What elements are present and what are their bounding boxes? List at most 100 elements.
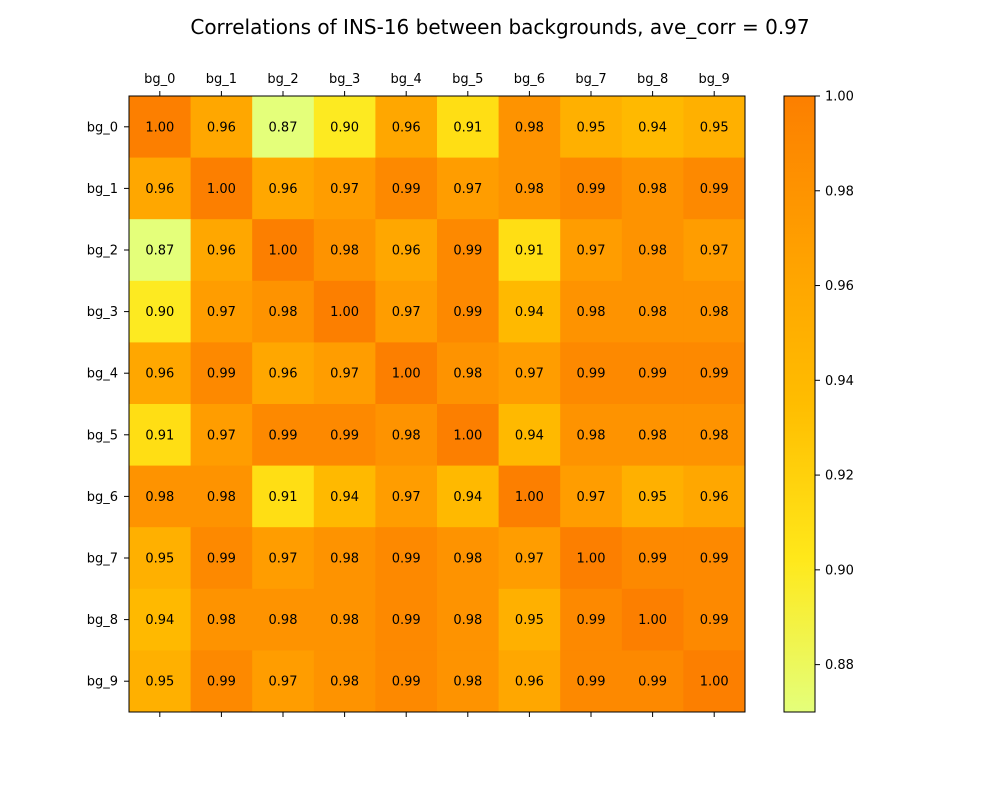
x-tick-label: bg_6 xyxy=(514,72,545,87)
heatmap-cell-8-0 xyxy=(129,588,192,651)
heatmap-cell-6-6 xyxy=(498,465,561,528)
cell-value-label: 0.90 xyxy=(330,120,359,135)
cell-value-label: 0.87 xyxy=(145,244,174,259)
cell-value-label: 0.97 xyxy=(577,244,606,259)
cell-value-label: 0.99 xyxy=(207,367,236,382)
heatmap-cell-4-0 xyxy=(129,342,192,405)
heatmap-cell-3-8 xyxy=(621,280,684,343)
heatmap-cell-6-9 xyxy=(683,465,746,528)
heatmap-cell-7-0 xyxy=(129,527,192,590)
cell-value-label: 0.94 xyxy=(515,305,544,320)
cell-value-label: 0.98 xyxy=(515,120,544,135)
cell-value-label: 0.98 xyxy=(453,552,482,567)
cell-value-label: 0.98 xyxy=(700,305,729,320)
cell-value-label: 0.99 xyxy=(392,675,421,690)
y-tick-label: bg_1 xyxy=(87,182,118,197)
cell-value-label: 0.91 xyxy=(269,490,298,505)
heatmap-cell-8-4 xyxy=(375,588,438,651)
chart-title: Correlations of INS-16 between backgroun… xyxy=(190,15,809,39)
cell-value-label: 0.98 xyxy=(638,244,667,259)
heatmap-cell-6-8 xyxy=(621,465,684,528)
heatmap-cell-1-4 xyxy=(375,157,438,220)
cell-value-label: 0.97 xyxy=(392,490,421,505)
cell-value-label: 0.87 xyxy=(269,120,298,135)
heatmap-cell-5-7 xyxy=(560,404,623,467)
heatmap-cell-9-8 xyxy=(621,650,684,713)
heatmap-cell-0-8 xyxy=(621,96,684,159)
heatmap-cell-3-4 xyxy=(375,280,438,343)
x-tick-label: bg_3 xyxy=(329,72,360,87)
heatmap-cell-9-7 xyxy=(560,650,623,713)
heatmap-cell-2-3 xyxy=(313,219,376,282)
heatmap-cell-3-9 xyxy=(683,280,746,343)
heatmap-frame xyxy=(128,95,746,713)
heatmap-cell-0-1 xyxy=(190,96,253,159)
heatmap-cell-8-7 xyxy=(560,588,623,651)
cell-value-label: 0.98 xyxy=(330,552,359,567)
cell-value-label: 0.99 xyxy=(392,182,421,197)
heatmap-cell-6-0 xyxy=(129,465,192,528)
heatmap-cell-4-9 xyxy=(683,342,746,405)
cell-value-label: 0.98 xyxy=(453,613,482,628)
heatmap-cell-1-5 xyxy=(437,157,500,220)
cell-value-label: 0.98 xyxy=(453,675,482,690)
heatmap-cell-7-3 xyxy=(313,527,376,590)
heatmap-cell-7-9 xyxy=(683,527,746,590)
heatmap-cell-1-2 xyxy=(252,157,315,220)
heatmap-cell-4-7 xyxy=(560,342,623,405)
heatmap-cell-1-3 xyxy=(313,157,376,220)
cell-value-label: 1.00 xyxy=(515,490,544,505)
y-axis: bg_0 bg_1 bg_2 bg_3 bg_4 bg_5 bg_6 bg_7 bg_8 bg_9 xyxy=(87,120,129,690)
cell-value-label: 0.99 xyxy=(638,367,667,382)
colorbar-tick-label: 0.98 xyxy=(825,184,854,199)
colorbar-tick-label: 1.00 xyxy=(825,90,854,105)
cell-value-label: 0.98 xyxy=(638,305,667,320)
cell-value-label: 0.99 xyxy=(638,552,667,567)
heatmap-cell-2-7 xyxy=(560,219,623,282)
cell-value-label: 0.99 xyxy=(700,182,729,197)
cell-value-label: 0.95 xyxy=(145,675,174,690)
heatmap-cell-1-9 xyxy=(683,157,746,220)
cell-value-label: 0.97 xyxy=(577,490,606,505)
heatmap-cell-5-2 xyxy=(252,404,315,467)
colorbar-tick-label: 0.92 xyxy=(825,469,854,484)
cell-value-label: 0.99 xyxy=(700,552,729,567)
cell-value-label: 0.99 xyxy=(577,367,606,382)
cell-value-label: 0.98 xyxy=(330,675,359,690)
cell-value-label: 0.94 xyxy=(330,490,359,505)
heatmap-cell-6-3 xyxy=(313,465,376,528)
heatmap-cell-5-3 xyxy=(313,404,376,467)
heatmap-cell-7-1 xyxy=(190,527,253,590)
cell-value-label: 1.00 xyxy=(330,305,359,320)
y-tick-label: bg_3 xyxy=(87,305,118,320)
heatmap-cell-6-7 xyxy=(560,465,623,528)
colorbar-gradient xyxy=(784,96,815,712)
heatmap-cell-3-1 xyxy=(190,280,253,343)
cell-value-label: 0.95 xyxy=(577,120,606,135)
heatmap-cell-7-4 xyxy=(375,527,438,590)
colorbar-tick-label: 0.90 xyxy=(825,563,854,578)
heatmap-cell-1-1 xyxy=(190,157,253,220)
heatmap-cell-8-2 xyxy=(252,588,315,651)
heatmap-cell-8-8 xyxy=(621,588,684,651)
cell-value-label: 0.98 xyxy=(638,182,667,197)
cell-value-label: 0.97 xyxy=(207,428,236,443)
heatmap-cell-5-6 xyxy=(498,404,561,467)
heatmap-cell-4-4 xyxy=(375,342,438,405)
cell-value-label: 0.96 xyxy=(392,120,421,135)
heatmap-cell-3-3 xyxy=(313,280,376,343)
heatmap-cell-2-6 xyxy=(498,219,561,282)
cell-value-label: 1.00 xyxy=(392,367,421,382)
heatmap-cell-2-5 xyxy=(437,219,500,282)
heatmap-cell-1-0 xyxy=(129,157,192,220)
heatmap-cell-0-2 xyxy=(252,96,315,159)
cell-value-label: 0.96 xyxy=(145,182,174,197)
x-tick-label: bg_9 xyxy=(699,72,730,87)
heatmap-cell-8-6 xyxy=(498,588,561,651)
heatmap-cell-9-2 xyxy=(252,650,315,713)
y-tick-label: bg_0 xyxy=(87,120,118,135)
heatmap-cell-5-5 xyxy=(437,404,500,467)
cell-value-label: 0.97 xyxy=(515,552,544,567)
cell-value-label: 0.99 xyxy=(638,675,667,690)
y-tick-label: bg_7 xyxy=(87,552,118,567)
